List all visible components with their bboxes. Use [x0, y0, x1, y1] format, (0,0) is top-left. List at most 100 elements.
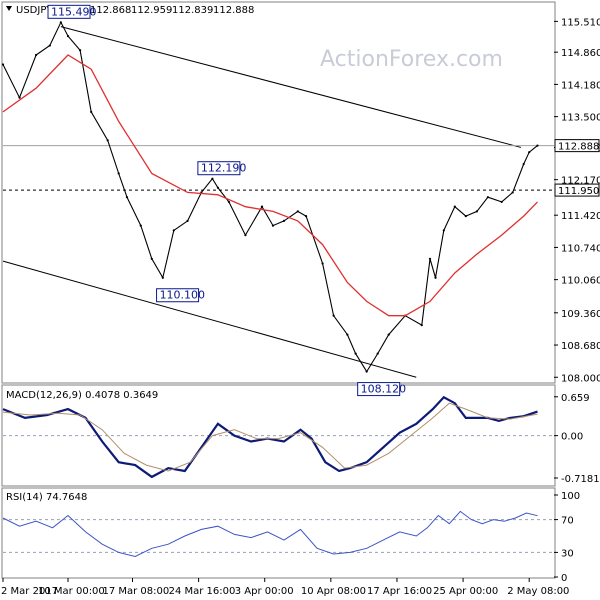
- annotation-box: [357, 382, 401, 397]
- price-tick-label: 108.000: [561, 373, 600, 384]
- macd-axis: 0.659 0.00 -0.7181: [554, 393, 600, 485]
- price-point: [79, 49, 82, 52]
- macd-tick-label: 0.659: [561, 393, 590, 404]
- price-point: [420, 324, 423, 327]
- rsi-title: RSI(14) 74.7648: [6, 492, 87, 503]
- price-point: [216, 186, 219, 189]
- price-point: [172, 229, 175, 232]
- collapse-triangle-icon[interactable]: [6, 6, 12, 11]
- price-point: [244, 233, 247, 237]
- price-tick-label: 114.180: [561, 80, 600, 91]
- price-point: [522, 162, 525, 166]
- price-point: [346, 333, 349, 336]
- rsi-tick-label: 0: [561, 573, 567, 584]
- channel-line: [60, 26, 522, 148]
- price-point: [387, 333, 390, 336]
- price-point: [475, 210, 478, 213]
- price-point: [48, 44, 51, 47]
- annotation-label: 108.120: [361, 383, 407, 396]
- moving-average-line: [2, 54, 538, 317]
- price-point: [321, 262, 324, 265]
- price-point: [304, 215, 308, 218]
- time-tick-label: 10 Apr 08:00: [301, 586, 366, 597]
- price-point: [260, 205, 264, 208]
- price-point: [282, 219, 286, 222]
- ohlc-high: 112.959: [131, 5, 172, 16]
- annotation-box: [47, 4, 91, 19]
- symbol-title: USDJPY,H4: [16, 5, 69, 16]
- price-point: [139, 224, 142, 227]
- price-tick-label: 110.740: [561, 243, 600, 254]
- price-point: [1, 63, 5, 66]
- price-tick-label: 114.860: [561, 48, 600, 59]
- price-point: [59, 21, 62, 24]
- price-point: [376, 352, 379, 355]
- price-tick-label: 115.510: [561, 17, 600, 28]
- annotation-label: 110.100: [160, 289, 206, 302]
- current-price-label: 112.888: [558, 142, 599, 153]
- rsi-tick-label: 70: [561, 516, 574, 527]
- time-tick-label: 3 Apr 00:00: [235, 586, 294, 597]
- price-point: [211, 177, 214, 180]
- price-point: [453, 205, 456, 208]
- rsi-plot: [2, 510, 554, 558]
- time-tick-label: 24 Mar 16:00: [169, 586, 236, 597]
- level-price-label: 111.950: [558, 186, 599, 197]
- annotation-box: [156, 288, 200, 303]
- rsi-tick-label: 30: [561, 548, 574, 559]
- price-point: [442, 229, 445, 232]
- annotation-box: [197, 161, 241, 176]
- price-tick-label: 111.420: [561, 211, 600, 222]
- price-point: [354, 352, 357, 355]
- price-tick-label: 108.680: [561, 341, 600, 352]
- price-point: [536, 144, 539, 147]
- price-point: [66, 34, 70, 38]
- macd-line: [2, 395, 538, 479]
- price-point: [365, 370, 368, 373]
- macd-tick-label: -0.7181: [561, 474, 600, 485]
- rsi-line: [2, 510, 538, 558]
- time-tick-label: 10 Mar 00:00: [38, 586, 105, 597]
- price-point: [161, 276, 164, 279]
- price-point: [186, 219, 189, 222]
- price-tick-label: 112.170: [561, 176, 600, 187]
- price-point: [486, 196, 489, 199]
- price-point: [296, 210, 299, 213]
- price-tick-label: 110.060: [561, 276, 600, 287]
- watermark: ActionForex.com: [320, 47, 503, 72]
- time-tick-label: 2 Mar 2017: [1, 586, 58, 597]
- price-point: [150, 257, 153, 260]
- price-point: [464, 215, 467, 218]
- ohlc-open: 112.868: [90, 5, 131, 16]
- price-plot: 115.490 112.190 110.100 108.120: [1, 4, 554, 397]
- price-point: [528, 151, 531, 154]
- ohlc-low: 112.839: [172, 5, 213, 16]
- price-tick-label: 113.500: [561, 113, 600, 124]
- price-tick-label: 109.360: [561, 309, 600, 320]
- time-tick-label: 25 Apr 00:00: [433, 586, 498, 597]
- price-panel-frame: [1, 1, 556, 384]
- macd-plot: [2, 395, 554, 479]
- price-point: [511, 191, 514, 194]
- time-tick-label: 17 Mar 08:00: [102, 586, 169, 597]
- time-tick-label: 17 Apr 16:00: [367, 586, 432, 597]
- macd-title: MACD(12,26,9) 0.4078 0.3649: [6, 390, 158, 401]
- rsi-axis: 100 70 30 0: [554, 491, 580, 584]
- ohlc-close: 112.888: [213, 5, 254, 16]
- price-axis: 115.510114.860114.180113.500112.850112.1…: [554, 17, 600, 384]
- macd-tick-label: 0.00: [561, 432, 583, 443]
- price-point: [125, 196, 129, 199]
- price-label-box: [554, 139, 600, 153]
- price-point: [90, 110, 93, 113]
- price-label-box: [554, 183, 600, 197]
- rsi-tick-label: 100: [561, 491, 580, 502]
- price-point: [271, 224, 275, 227]
- price-point: [227, 200, 231, 204]
- price-point: [34, 53, 38, 57]
- annotation-label: 115.490: [51, 5, 97, 18]
- time-tick-label: 2 May 08:00: [507, 586, 569, 597]
- price-point: [428, 257, 432, 260]
